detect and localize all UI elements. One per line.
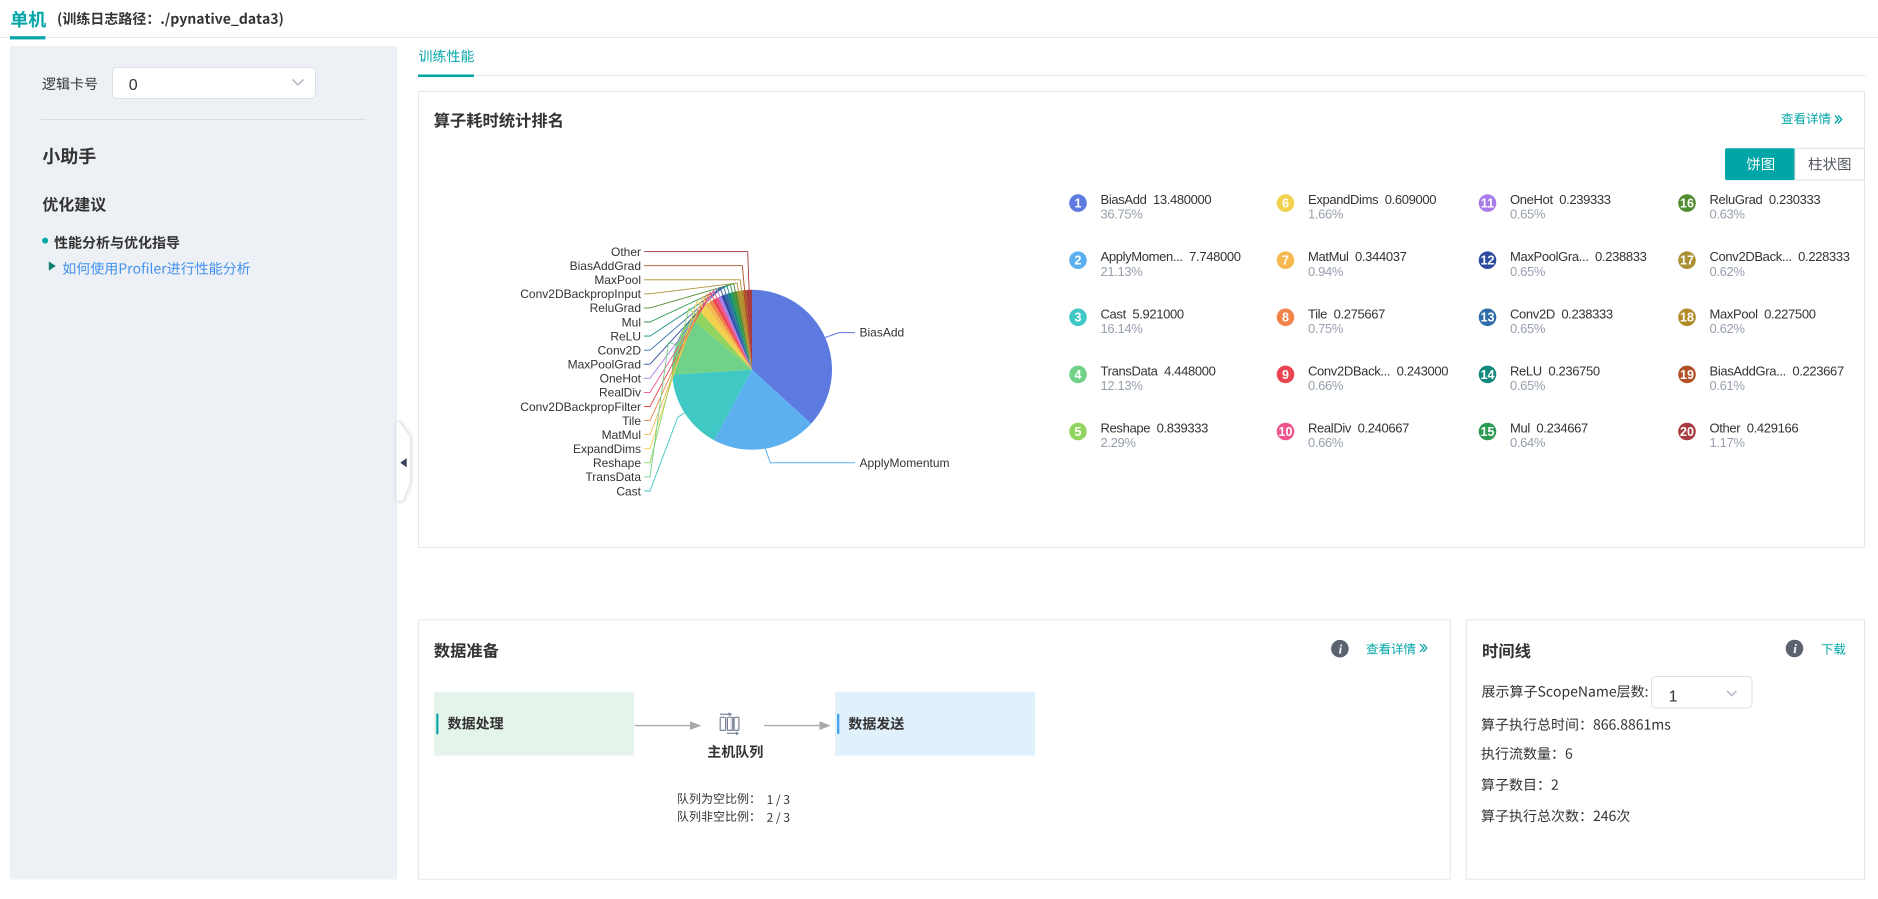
- svg-text:0.62%: 0.62%: [1710, 321, 1746, 336]
- svg-text:0.63%: 0.63%: [1710, 207, 1746, 222]
- svg-text:1.66%: 1.66%: [1308, 207, 1344, 222]
- svg-text:Conv2DBack... 0.228333: Conv2DBack... 0.228333: [1710, 249, 1850, 264]
- svg-text:Reshape: Reshape: [593, 456, 641, 470]
- svg-text:19: 19: [1680, 368, 1694, 382]
- svg-text:TransData 4.448000: TransData 4.448000: [1101, 363, 1216, 378]
- svg-text:Cast 5.921000: Cast 5.921000: [1101, 306, 1184, 321]
- svg-text:Other: Other: [611, 245, 641, 259]
- svg-text:MaxPool: MaxPool: [594, 273, 641, 287]
- svg-text:36.75%: 36.75%: [1101, 207, 1144, 222]
- svg-text:0.75%: 0.75%: [1308, 321, 1344, 336]
- svg-text:ExpandDims: ExpandDims: [573, 442, 641, 456]
- svg-text:Reshape 0.839333: Reshape 0.839333: [1101, 421, 1209, 436]
- svg-text:RealDiv 0.240667: RealDiv 0.240667: [1308, 421, 1409, 436]
- svg-text:i: i: [1339, 641, 1343, 656]
- svg-text:Mul: Mul: [622, 315, 641, 329]
- svg-text:16: 16: [1680, 197, 1694, 211]
- svg-text:20: 20: [1680, 425, 1694, 439]
- svg-text:4: 4: [1075, 368, 1082, 382]
- svg-text:17: 17: [1680, 254, 1694, 268]
- svg-text:TransData: TransData: [585, 470, 641, 484]
- svg-text:MaxPoolGrad: MaxPoolGrad: [568, 358, 641, 372]
- svg-text:Cast: Cast: [616, 484, 641, 498]
- svg-text:2.29%: 2.29%: [1101, 435, 1137, 450]
- svg-text:10: 10: [1279, 425, 1293, 439]
- svg-text:0.66%: 0.66%: [1308, 378, 1344, 393]
- svg-text:9: 9: [1282, 368, 1289, 382]
- svg-text:Other 0.429166: Other 0.429166: [1710, 421, 1799, 436]
- svg-text:6: 6: [1282, 197, 1289, 211]
- svg-text:11: 11: [1481, 197, 1494, 211]
- svg-text:0.66%: 0.66%: [1308, 435, 1344, 450]
- svg-text:Conv2D 0.238333: Conv2D 0.238333: [1510, 306, 1613, 321]
- svg-text:7: 7: [1282, 254, 1289, 268]
- svg-text:18: 18: [1680, 311, 1694, 325]
- svg-text:i: i: [1793, 641, 1797, 656]
- svg-text:BiasAdd 13.480000: BiasAdd 13.480000: [1101, 192, 1212, 207]
- svg-text:2: 2: [1075, 254, 1082, 268]
- svg-text:0.65%: 0.65%: [1510, 321, 1546, 336]
- svg-text:Tile 0.275667: Tile 0.275667: [1308, 306, 1385, 321]
- svg-text:OneHot: OneHot: [600, 372, 642, 386]
- svg-text:1: 1: [1669, 689, 1678, 706]
- svg-text:Tile: Tile: [622, 414, 641, 428]
- svg-text:0.94%: 0.94%: [1308, 264, 1344, 279]
- svg-text:0.62%: 0.62%: [1710, 264, 1746, 279]
- svg-text:0.65%: 0.65%: [1510, 207, 1546, 222]
- svg-text:ApplyMomentum: ApplyMomentum: [860, 456, 950, 470]
- svg-text:MatMul 0.344037: MatMul 0.344037: [1308, 249, 1407, 264]
- svg-text:0.64%: 0.64%: [1510, 435, 1546, 450]
- svg-text:0.65%: 0.65%: [1510, 264, 1546, 279]
- svg-text:0: 0: [129, 77, 138, 94]
- svg-text:BiasAddGra... 0.223667: BiasAddGra... 0.223667: [1710, 363, 1844, 378]
- svg-text:8: 8: [1282, 311, 1289, 325]
- svg-text:Conv2D: Conv2D: [598, 344, 642, 358]
- svg-text:MaxPool 0.227500: MaxPool 0.227500: [1710, 306, 1816, 321]
- svg-text:14: 14: [1481, 368, 1495, 382]
- svg-text:ReluGrad 0.230333: ReluGrad 0.230333: [1710, 192, 1821, 207]
- svg-text:ReluGrad: ReluGrad: [590, 301, 641, 315]
- svg-text:21.13%: 21.13%: [1101, 264, 1144, 279]
- svg-text:MaxPoolGra... 0.238833: MaxPoolGra... 0.238833: [1510, 249, 1647, 264]
- svg-text:12.13%: 12.13%: [1101, 378, 1144, 393]
- svg-text:BiasAdd: BiasAdd: [860, 326, 905, 340]
- svg-text:13: 13: [1481, 311, 1495, 325]
- svg-text:MatMul: MatMul: [602, 428, 641, 442]
- svg-text:Conv2DBackpropFilter: Conv2DBackpropFilter: [520, 400, 641, 414]
- svg-text:0.61%: 0.61%: [1710, 378, 1746, 393]
- svg-text:ApplyMomen... 7.748000: ApplyMomen... 7.748000: [1101, 249, 1241, 264]
- svg-text:16.14%: 16.14%: [1101, 321, 1144, 336]
- svg-text:Conv2DBackpropInput: Conv2DBackpropInput: [520, 287, 641, 301]
- svg-text:Mul 0.234667: Mul 0.234667: [1510, 421, 1588, 436]
- svg-text:1.17%: 1.17%: [1710, 435, 1746, 450]
- svg-text:BiasAddGrad: BiasAddGrad: [570, 259, 641, 273]
- svg-text:15: 15: [1481, 425, 1495, 439]
- svg-text:RealDiv: RealDiv: [599, 386, 641, 400]
- svg-text:5: 5: [1075, 425, 1082, 439]
- svg-text:ExpandDims 0.609000: ExpandDims 0.609000: [1308, 192, 1436, 207]
- svg-text:0.65%: 0.65%: [1510, 378, 1546, 393]
- svg-text:12: 12: [1481, 254, 1495, 268]
- svg-text:OneHot 0.239333: OneHot 0.239333: [1510, 192, 1611, 207]
- svg-text:ReLU: ReLU: [610, 329, 641, 343]
- svg-text:1: 1: [1075, 197, 1082, 211]
- svg-text:3: 3: [1075, 311, 1082, 325]
- svg-text:ReLU 0.236750: ReLU 0.236750: [1510, 363, 1600, 378]
- svg-text:Conv2DBack... 0.243000: Conv2DBack... 0.243000: [1308, 363, 1448, 378]
